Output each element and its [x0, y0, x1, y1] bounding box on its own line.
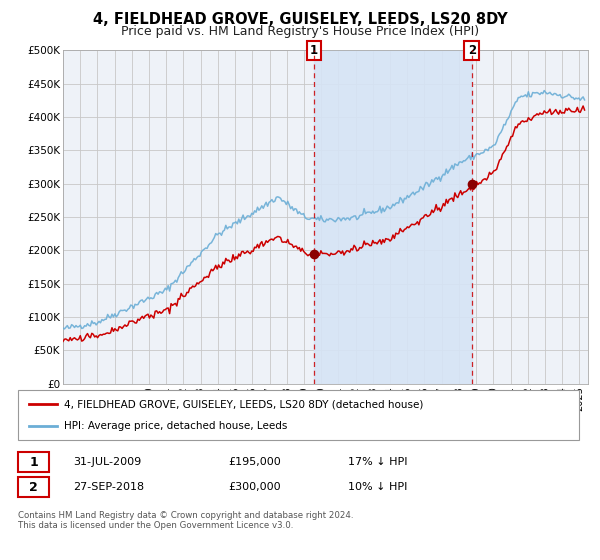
- Text: 1: 1: [29, 455, 38, 469]
- Text: 2: 2: [29, 480, 38, 494]
- Text: 31-JUL-2009: 31-JUL-2009: [73, 457, 142, 467]
- Text: 10% ↓ HPI: 10% ↓ HPI: [348, 482, 407, 492]
- Text: £195,000: £195,000: [228, 457, 281, 467]
- Text: Contains HM Land Registry data © Crown copyright and database right 2024.
This d: Contains HM Land Registry data © Crown c…: [18, 511, 353, 530]
- Text: 4, FIELDHEAD GROVE, GUISELEY, LEEDS, LS20 8DY: 4, FIELDHEAD GROVE, GUISELEY, LEEDS, LS2…: [92, 12, 508, 27]
- Text: 17% ↓ HPI: 17% ↓ HPI: [348, 457, 407, 467]
- Bar: [314, 50, 472, 384]
- Text: Price paid vs. HM Land Registry's House Price Index (HPI): Price paid vs. HM Land Registry's House …: [121, 25, 479, 38]
- Text: 27-SEP-2018: 27-SEP-2018: [73, 482, 145, 492]
- Text: £300,000: £300,000: [228, 482, 281, 492]
- Text: 1: 1: [310, 44, 318, 57]
- Text: HPI: Average price, detached house, Leeds: HPI: Average price, detached house, Leed…: [64, 421, 287, 431]
- Text: 4, FIELDHEAD GROVE, GUISELEY, LEEDS, LS20 8DY (detached house): 4, FIELDHEAD GROVE, GUISELEY, LEEDS, LS2…: [64, 399, 424, 409]
- Text: 2: 2: [468, 44, 476, 57]
